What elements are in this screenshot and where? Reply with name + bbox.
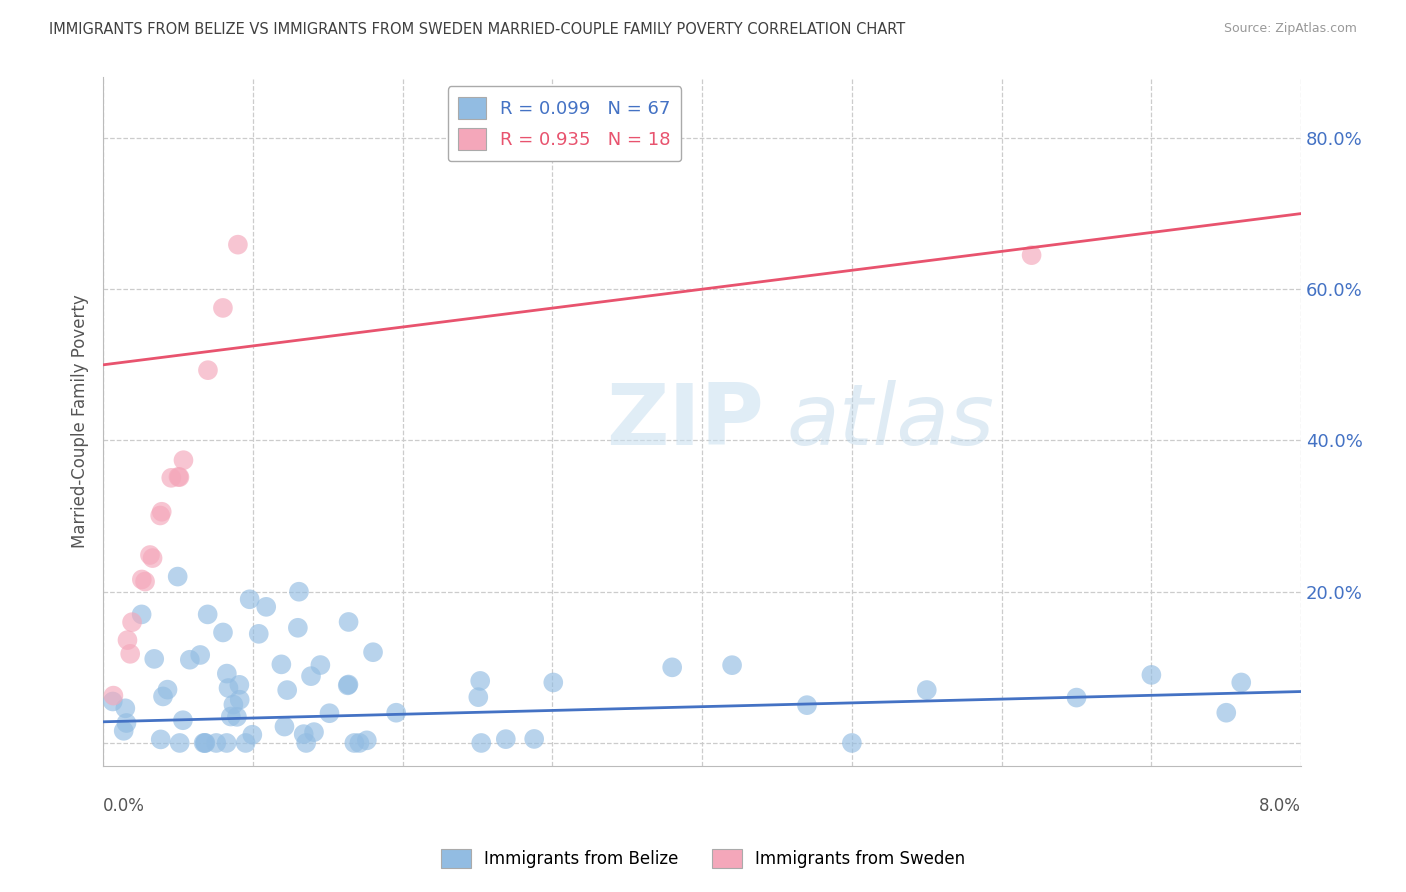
Text: 0.0%: 0.0% [103, 797, 145, 814]
Point [219, 709, 242, 723]
Point [543, 675, 565, 690]
Point [150, 505, 173, 519]
Point [117, 633, 139, 648]
Text: atlas: atlas [786, 380, 994, 463]
Point [385, 706, 408, 720]
Point [299, 669, 322, 683]
Point [276, 683, 298, 698]
Point [1066, 690, 1088, 705]
Point [467, 690, 489, 705]
Point [152, 690, 174, 704]
Text: ZIP: ZIP [606, 380, 763, 463]
Point [169, 470, 191, 484]
Point [235, 736, 257, 750]
Point [349, 736, 371, 750]
Legend: Immigrants from Belize, Immigrants from Sweden: Immigrants from Belize, Immigrants from … [434, 842, 972, 875]
Point [318, 706, 340, 721]
Point [112, 723, 135, 738]
Point [226, 237, 249, 252]
Point [915, 683, 938, 698]
Point [336, 678, 359, 692]
Point [841, 736, 863, 750]
Point [103, 689, 125, 703]
Point [197, 363, 219, 377]
Text: IMMIGRANTS FROM BELIZE VS IMMIGRANTS FROM SWEDEN MARRIED-COUPLE FAMILY POVERTY C: IMMIGRANTS FROM BELIZE VS IMMIGRANTS FRO… [49, 22, 905, 37]
Point [142, 551, 165, 566]
Point [167, 470, 190, 484]
Point [1140, 668, 1163, 682]
Point [239, 592, 262, 607]
Point [356, 733, 378, 747]
Point [197, 607, 219, 622]
Point [302, 725, 325, 739]
Point [495, 732, 517, 747]
Point [143, 652, 166, 666]
Point [254, 599, 277, 614]
Point [139, 548, 162, 562]
Point [796, 698, 818, 713]
Point [361, 645, 384, 659]
Point [193, 736, 215, 750]
Point [212, 301, 235, 315]
Point [131, 607, 153, 622]
Point [131, 573, 153, 587]
Point [134, 574, 156, 589]
Point [205, 736, 228, 750]
Point [121, 615, 143, 629]
Point [115, 716, 138, 731]
Point [169, 736, 191, 750]
Point [212, 625, 235, 640]
Legend: R = 0.099   N = 67, R = 0.935   N = 18: R = 0.099 N = 67, R = 0.935 N = 18 [447, 87, 682, 161]
Point [218, 681, 240, 695]
Point [1215, 706, 1237, 720]
Point [215, 736, 238, 750]
Point [194, 736, 217, 750]
Point [166, 569, 188, 583]
Point [292, 727, 315, 741]
Point [309, 658, 332, 673]
Point [240, 728, 263, 742]
Point [273, 720, 295, 734]
Point [470, 736, 492, 750]
Point [343, 736, 366, 750]
Point [661, 660, 683, 674]
Point [470, 673, 492, 688]
Text: Source: ZipAtlas.com: Source: ZipAtlas.com [1223, 22, 1357, 36]
Point [160, 471, 183, 485]
Point [228, 678, 250, 692]
Point [172, 453, 194, 467]
Point [215, 666, 238, 681]
Point [721, 658, 744, 673]
Point [288, 584, 311, 599]
Point [228, 692, 250, 706]
Point [188, 648, 211, 662]
Point [149, 732, 172, 747]
Point [523, 731, 546, 746]
Point [194, 736, 217, 750]
Point [222, 698, 245, 712]
Point [120, 647, 142, 661]
Point [101, 694, 124, 708]
Point [226, 710, 249, 724]
Point [337, 615, 360, 629]
Point [1021, 248, 1043, 262]
Point [270, 657, 292, 672]
Point [1230, 675, 1253, 690]
Point [247, 627, 270, 641]
Point [337, 677, 360, 691]
Point [179, 653, 201, 667]
Point [149, 508, 172, 523]
Point [295, 736, 318, 750]
Point [172, 713, 194, 727]
Y-axis label: Married-Couple Family Poverty: Married-Couple Family Poverty [72, 294, 89, 549]
Text: 8.0%: 8.0% [1260, 797, 1301, 814]
Point [287, 621, 309, 635]
Point [156, 682, 179, 697]
Point [114, 701, 136, 715]
